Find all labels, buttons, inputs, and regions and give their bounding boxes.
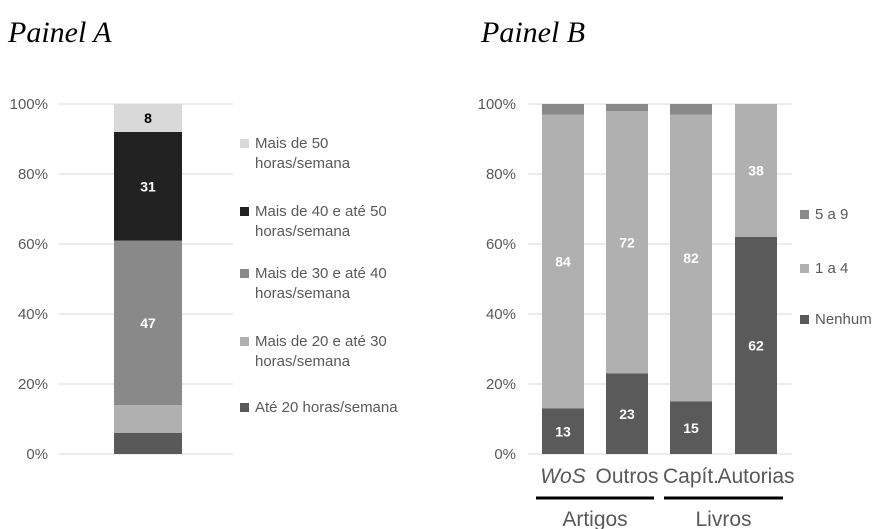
- panel-a-legend-swatch: [240, 139, 249, 148]
- panel-a-legend-label: Mais de 50: [255, 135, 328, 152]
- panel-b-category-label: Capít.: [663, 465, 719, 488]
- panel-b-y-tick-label: 20%: [486, 376, 516, 393]
- panel-b-title: Painel B: [480, 16, 585, 49]
- panel-a-y-tick-label: 60%: [18, 236, 48, 253]
- panel-a-legend-swatch: [240, 269, 249, 278]
- panel-b-legend-label: 1 a 4: [815, 260, 848, 277]
- panel-a-data-label: 47: [140, 315, 156, 331]
- panel-b-data-label: 84: [555, 254, 571, 270]
- panel-b-data-label: 13: [555, 423, 571, 439]
- panel-a-data-label: 31: [140, 178, 156, 194]
- panel-a-legend-label: Mais de 20 e até 30: [255, 333, 387, 350]
- panel-b-legend-swatch: [800, 210, 809, 219]
- panel-b-legend-swatch: [800, 315, 809, 324]
- panel-a-y-tick-label: 40%: [18, 306, 48, 323]
- panel-a-y-tick-label: 20%: [18, 376, 48, 393]
- panel-a-legend-label: Mais de 30 e até 40: [255, 265, 387, 282]
- panel-b-bar-1-a-4-autorias: [735, 104, 777, 237]
- panel-b-legend-swatch: [800, 264, 809, 273]
- panel-a-y-tick-label: 80%: [18, 166, 48, 183]
- panel-b-legend-label: Nenhum: [815, 311, 872, 328]
- panel-a-legend-label: horas/semana: [255, 155, 351, 172]
- panel-b-bar-1-a-4-outros: [606, 111, 648, 374]
- panel-b-y-tick-label: 40%: [486, 306, 516, 323]
- panel-a-legend-label: horas/semana: [255, 353, 351, 370]
- panel-a-legend-label: Mais de 40 e até 50: [255, 203, 387, 220]
- panel-a-bar-mais-de-20-e-at-30-horas-semana: [114, 405, 182, 433]
- panel-b-bar-1-a-4-cap-t: [670, 114, 712, 402]
- panel-b-data-label: 72: [619, 234, 635, 250]
- panel-a-legend-swatch: [240, 207, 249, 216]
- panel-b-data-label: 38: [748, 163, 764, 179]
- panel-b-bar-1-a-4-wos: [542, 114, 584, 409]
- panel-b-bar-nenhum-wos: [542, 408, 584, 454]
- panel-b-y-tick-label: 0%: [494, 446, 516, 463]
- panel-a-bar-at-20-horas-semana: [114, 433, 182, 454]
- panel-a-bar-mais-de-40-e-at-50-horas-semana: [114, 132, 182, 241]
- panel-a-y-tick-label: 0%: [26, 446, 48, 463]
- panel-b-data-label: 23: [619, 406, 635, 422]
- panel-a-legend-label: Até 20 horas/semana: [255, 399, 398, 416]
- panel-b-bar-5-a-9-wos: [542, 104, 584, 115]
- panel-b-category-label: Autorias: [717, 465, 794, 488]
- panel-a-title: Painel A: [7, 16, 112, 49]
- panel-a-y-tick-label: 100%: [10, 96, 48, 113]
- panel-b-y-tick-label: 100%: [478, 96, 516, 113]
- panel-a-legend-label: horas/semana: [255, 285, 351, 302]
- panel-b-data-label: 82: [683, 250, 699, 266]
- panel-a-legend-swatch: [240, 403, 249, 412]
- panel-a-bar-mais-de-50-horas-semana: [114, 104, 182, 132]
- panel-b-y-tick-label: 60%: [486, 236, 516, 253]
- panel-a-plot: 0% 20% 40% 60% 80% 100% 47 31 8 Mais de 50 horas/s…: [10, 96, 399, 463]
- panel-b-data-label: 62: [748, 338, 764, 354]
- panel-b-category-label: WoS: [540, 465, 586, 488]
- panel-b-group-label: Artigos: [562, 508, 627, 529]
- panel-b-bar-nenhum-autorias: [735, 237, 777, 454]
- panel-b-y-tick-label: 80%: [486, 166, 516, 183]
- panel-a-data-label: 8: [144, 110, 152, 126]
- panel-a-legend-label: horas/semana: [255, 223, 351, 240]
- panel-b-group-label: Livros: [695, 508, 751, 529]
- panel-b-legend-label: 5 a 9: [815, 206, 848, 223]
- panel-b-bar-nenhum-cap-t: [670, 401, 712, 454]
- panel-a-bar-mais-de-30-e-at-40-horas-semana: [114, 240, 182, 405]
- panel-b-bar-nenhum-outros: [606, 373, 648, 454]
- panel-b-category-label: Outros: [595, 465, 658, 488]
- panel-a-legend-swatch: [240, 337, 249, 346]
- panel-b-bar-5-a-9-cap-t: [670, 104, 712, 115]
- panel-b-data-label: 15: [683, 420, 699, 436]
- panel-b-bar-5-a-9-outros: [606, 104, 648, 111]
- panel-b-plot: 0% 20% 40% 60% 80% 100% 13 84 WoS 23 72 Outros 15 82 C…: [478, 96, 872, 529]
